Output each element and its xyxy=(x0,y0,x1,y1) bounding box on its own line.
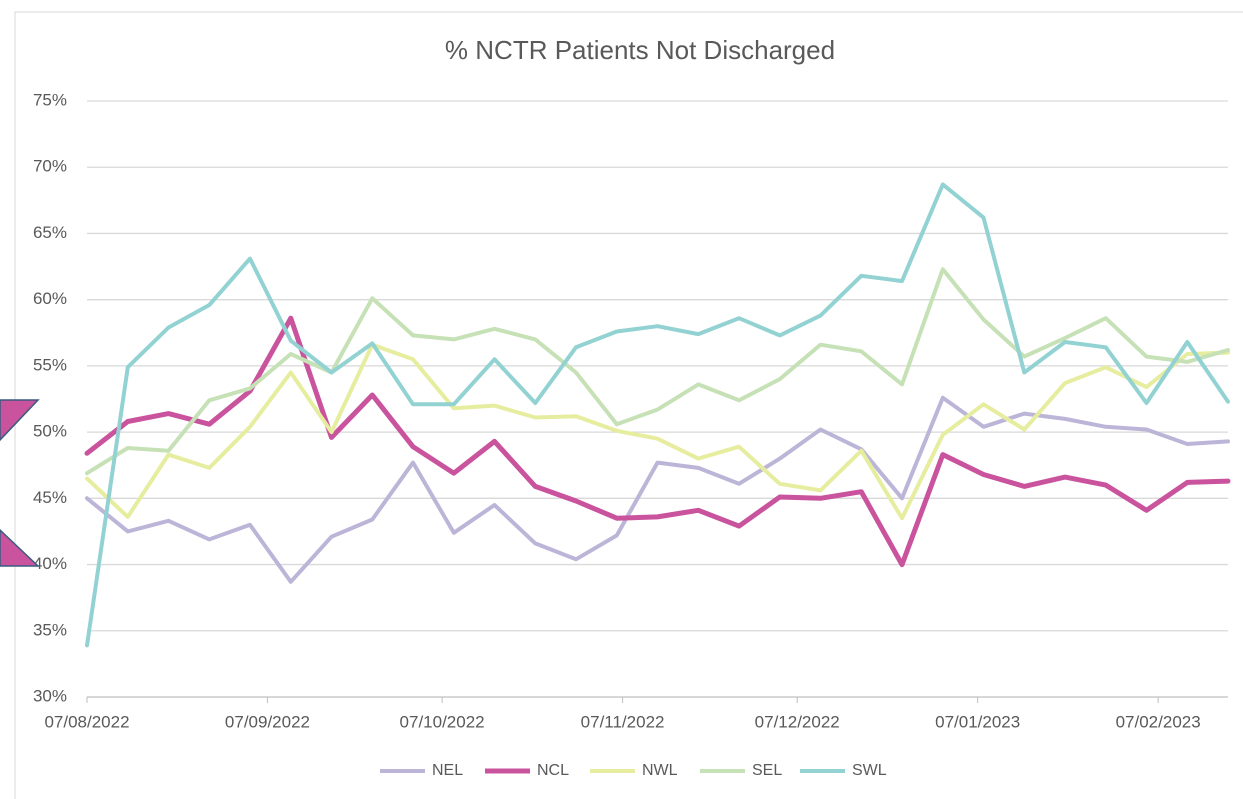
y-tick-label: 30% xyxy=(33,686,67,705)
legend-label: SWL xyxy=(852,762,887,779)
x-tick-label: 07/11/2022 xyxy=(581,712,665,731)
x-tick-label: 07/09/2022 xyxy=(225,712,310,731)
series-line xyxy=(85,342,1230,521)
x-tick-label: 07/08/2022 xyxy=(44,712,129,731)
x-tick-label: 07/10/2022 xyxy=(400,712,485,731)
plot-area: 30% 35% 40% 45% 50% 55% 60% 65% 70% 75% 07/08/2022… xyxy=(33,90,1231,731)
chart-title: % NCTR Patients Not Discharged xyxy=(445,35,835,65)
y-tick-label: 35% xyxy=(33,620,67,639)
y-tick-label: 70% xyxy=(33,157,67,176)
y-tick-label: 60% xyxy=(33,289,67,308)
y-tick-label: 40% xyxy=(33,554,67,573)
series-line xyxy=(85,182,1230,648)
series-line xyxy=(85,267,1230,476)
y-tick-label: 65% xyxy=(33,223,67,242)
chart-frame xyxy=(14,11,1243,799)
legend-label: NWL xyxy=(642,762,678,779)
y-tick-label: 75% xyxy=(33,90,67,109)
y-tick-label: 55% xyxy=(33,355,67,374)
x-tick-label: 07/01/2023 xyxy=(935,712,1020,731)
legend-label: SEL xyxy=(752,762,782,779)
x-tick-label: 07/02/2023 xyxy=(1116,712,1201,731)
x-tick-label: 07/12/2022 xyxy=(755,712,840,731)
series-line xyxy=(84,315,1231,568)
y-tick-label: 45% xyxy=(33,488,67,507)
decor-arrow xyxy=(0,399,40,442)
decor-arrow xyxy=(0,528,40,567)
legend-label: NCL xyxy=(537,762,569,779)
legend-label: NEL xyxy=(432,762,463,779)
y-tick-label: 50% xyxy=(33,422,67,441)
